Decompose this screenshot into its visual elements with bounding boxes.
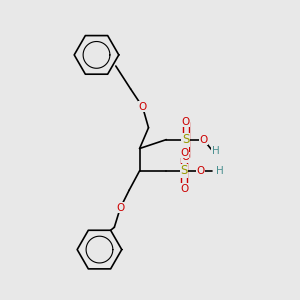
Text: S: S	[181, 164, 188, 177]
Text: S: S	[182, 133, 189, 146]
Text: O: O	[180, 148, 188, 158]
Text: O: O	[200, 135, 208, 145]
Text: O: O	[196, 166, 205, 176]
Text: O: O	[182, 152, 190, 162]
Text: O: O	[138, 102, 147, 112]
Text: H: H	[212, 146, 219, 157]
Text: H: H	[216, 166, 224, 176]
Text: O: O	[116, 203, 124, 213]
Text: O: O	[180, 184, 188, 194]
Text: O: O	[182, 117, 190, 127]
